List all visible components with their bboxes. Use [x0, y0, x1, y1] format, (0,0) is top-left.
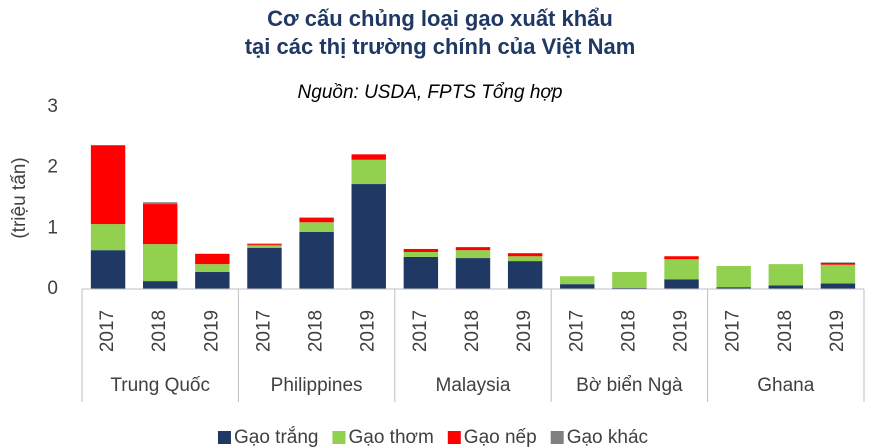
legend-label: Gạo thơm: [348, 427, 433, 448]
bar-segment: [299, 217, 334, 219]
bar-segment: [299, 222, 334, 232]
bar-segment: [195, 264, 230, 273]
bar-segment: [507, 253, 543, 257]
x-tick-label: 2017: [566, 310, 587, 352]
bar-segment: [195, 253, 230, 265]
y-axis-label: (triệu tấn): [9, 157, 30, 238]
legend-swatch: [550, 431, 564, 444]
bar-segment: [560, 284, 595, 289]
legend-label: Gạo khác: [567, 427, 648, 448]
legend-label: Gạo nếp: [464, 427, 537, 448]
group-label: Malaysia: [436, 375, 511, 396]
bar-segment: [351, 154, 386, 160]
bar-segment: [716, 287, 751, 289]
bar-segment: [820, 262, 856, 263]
bar-segment: [768, 285, 804, 289]
bar-segment: [664, 279, 699, 289]
bar-segment: [612, 272, 647, 288]
bar-segment: [247, 244, 282, 246]
bar-segment: [664, 259, 699, 280]
bar-segment: [403, 251, 439, 257]
bar-segment: [403, 256, 439, 289]
bar-segment: [351, 159, 386, 185]
bar-segment: [820, 262, 856, 265]
legend-swatch: [217, 431, 231, 444]
bar-segment: [455, 250, 491, 259]
x-tick-label: 2017: [253, 310, 274, 352]
bar-segment: [142, 204, 178, 245]
bar-segment: [664, 256, 699, 260]
chart-title: Cơ cấu chủng loại gạo xuất khẩu: [267, 6, 613, 31]
x-tick-label: 2017: [723, 310, 744, 352]
legend-label: Gạo trắng: [234, 426, 319, 448]
x-tick-label: 2018: [618, 310, 639, 352]
x-tick-label: 2017: [97, 310, 118, 352]
bar-segment: [612, 287, 647, 289]
legend-swatch: [332, 431, 346, 444]
bar-segment: [455, 247, 491, 251]
bar-segment: [820, 283, 856, 289]
x-tick-label: 2019: [201, 310, 222, 352]
bar-segment: [820, 264, 856, 284]
x-tick-label: 2017: [410, 310, 431, 352]
group-label: Ghana: [757, 375, 814, 396]
bar-segment: [299, 218, 334, 223]
y-tick-label: 2: [47, 157, 58, 178]
bar-segment: [716, 265, 751, 288]
group-label: Trung Quốc: [110, 375, 210, 396]
bar-segment: [299, 231, 334, 289]
x-tick-label: 2019: [827, 310, 848, 352]
legend-swatch: [447, 431, 461, 444]
bar-segment: [247, 243, 282, 245]
bar-segment: [560, 276, 595, 285]
x-tick-label: 2018: [462, 310, 483, 352]
bar-segment: [90, 250, 126, 289]
x-tick-label: 2019: [671, 310, 692, 352]
bar-segment: [455, 258, 491, 289]
x-tick-label: 2018: [306, 310, 327, 352]
bar-segment: [507, 261, 543, 289]
bar-segment: [195, 272, 230, 289]
group-label: Bờ biển Ngà: [576, 375, 683, 396]
bar-segment: [142, 202, 178, 205]
group-label: Philippines: [271, 375, 363, 396]
y-tick-label: 3: [47, 96, 58, 117]
x-tick-label: 2019: [514, 310, 535, 352]
bar-segment: [351, 184, 386, 289]
bar-segment: [403, 248, 439, 252]
x-tick-label: 2019: [358, 310, 379, 352]
bar-segment: [142, 281, 178, 289]
bar-segment: [142, 244, 178, 282]
chart-title: tại các thị trường chính của Việt Nam: [245, 34, 636, 59]
bar-segment: [247, 247, 282, 289]
bar-segment: [247, 245, 282, 248]
y-tick-label: 0: [47, 278, 58, 299]
bar-segment: [90, 224, 126, 251]
bar-segment: [90, 145, 126, 225]
bar-segment: [768, 264, 804, 286]
bar-segment: [507, 256, 543, 262]
x-tick-label: 2018: [775, 310, 796, 352]
chart-subtitle: Nguồn: USDA, FPTS Tổng hợp: [298, 82, 563, 103]
y-tick-label: 1: [47, 217, 58, 238]
x-tick-label: 2018: [149, 310, 170, 352]
